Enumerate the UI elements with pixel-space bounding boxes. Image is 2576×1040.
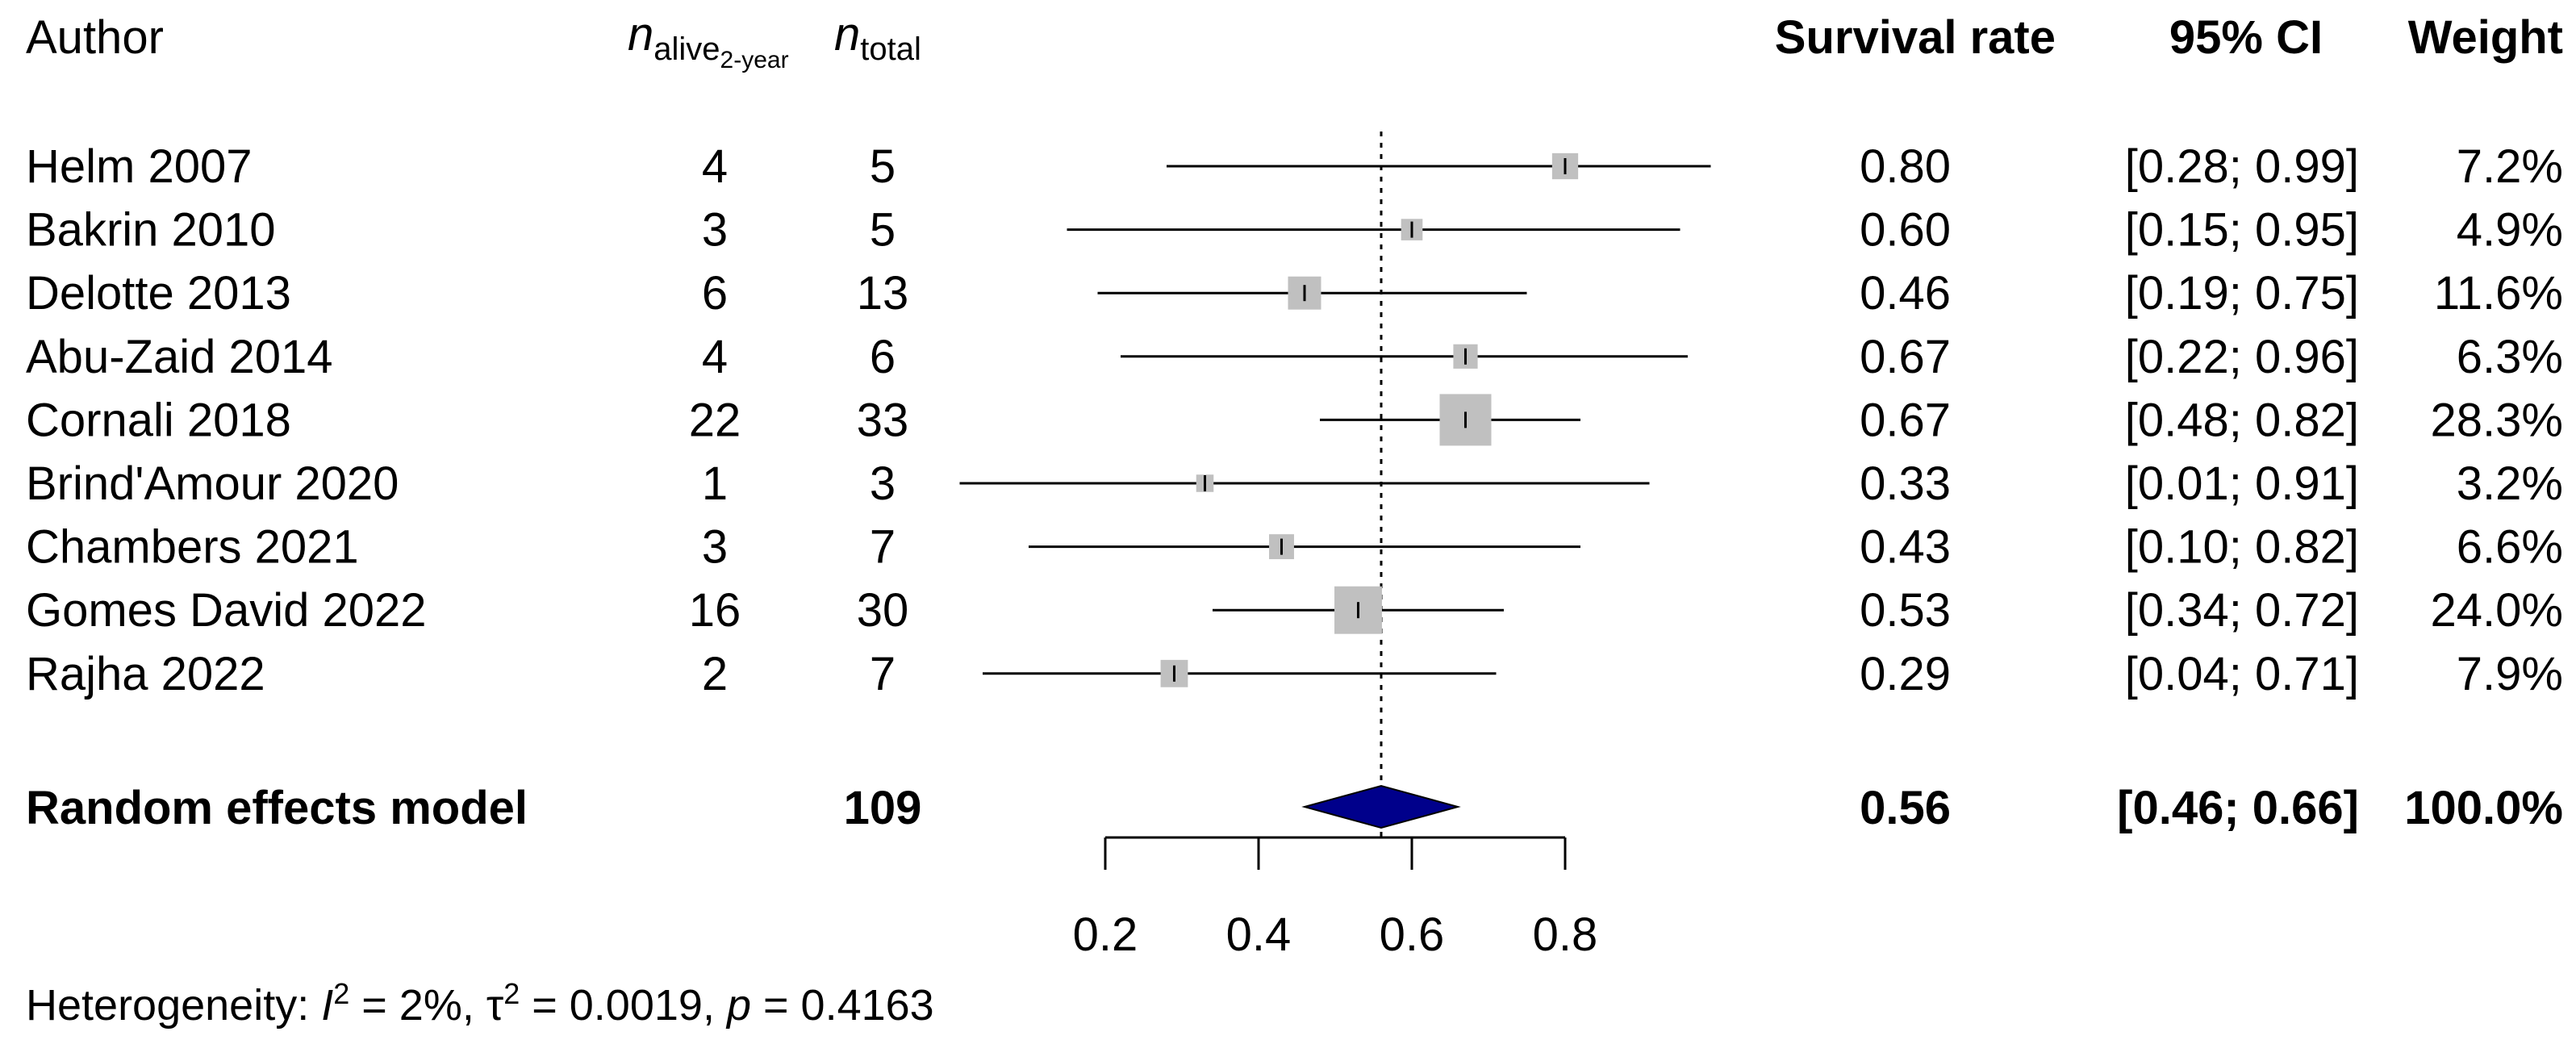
study-ci: [0.01; 0.91] bbox=[2125, 457, 2359, 510]
study-total: 3 bbox=[870, 457, 896, 510]
study-ci: [0.10; 0.82] bbox=[2125, 521, 2359, 574]
heterogeneity-text: Heterogeneity: I2 = 2%, τ2 = 0.0019, p =… bbox=[26, 977, 934, 1030]
study-ci: [0.19; 0.75] bbox=[2125, 267, 2359, 320]
pooled-ci: [0.46; 0.66] bbox=[2117, 782, 2359, 834]
study-row: Abu-Zaid 2014 4 6 0.67 [0.22; 0.96] 6.3% bbox=[26, 331, 2563, 383]
x-tick-label: 0.6 bbox=[1380, 908, 1445, 961]
study-events: 6 bbox=[702, 267, 728, 320]
header-ci: 95% CI bbox=[2169, 11, 2323, 64]
study-weight: 24.0% bbox=[2431, 584, 2563, 637]
study-total: 33 bbox=[857, 394, 909, 446]
study-author: Delotte 2013 bbox=[26, 267, 291, 320]
study-estimate: 0.29 bbox=[1860, 648, 1951, 700]
pooled-row: Random effects model 109 0.56 [0.46; 0.6… bbox=[26, 782, 2563, 834]
study-events: 1 bbox=[702, 457, 728, 510]
pooled-label: Random effects model bbox=[26, 782, 528, 834]
study-estimate: 0.46 bbox=[1860, 267, 1951, 320]
header-events: nalive2-year bbox=[628, 8, 789, 73]
study-estimate: 0.80 bbox=[1860, 140, 1951, 193]
study-total: 7 bbox=[870, 648, 896, 700]
study-total: 5 bbox=[870, 204, 896, 257]
x-axis: 0.2 0.4 0.6 0.8 bbox=[1073, 836, 1598, 961]
study-events: 16 bbox=[689, 584, 741, 637]
study-row: Rajha 2022 2 7 0.29 [0.04; 0.71] 7.9% bbox=[26, 648, 2563, 700]
study-estimate: 0.67 bbox=[1860, 394, 1951, 446]
study-row: Gomes David 2022 16 30 0.53 [0.34; 0.72] 24.0… bbox=[26, 584, 2563, 637]
study-total: 5 bbox=[870, 140, 896, 193]
study-weight: 6.6% bbox=[2457, 521, 2563, 574]
study-estimate: 0.67 bbox=[1860, 331, 1951, 383]
study-weight: 7.9% bbox=[2457, 648, 2563, 700]
study-weight: 6.3% bbox=[2457, 331, 2563, 383]
study-row: Brind'Amour 2020 1 3 0.33 [0.01; 0.91] 3.2% bbox=[26, 457, 2563, 510]
study-weight: 28.3% bbox=[2431, 394, 2563, 446]
study-row: Cornali 2018 22 33 0.67 [0.48; 0.82] 28.3% bbox=[26, 394, 2563, 446]
study-ci: [0.04; 0.71] bbox=[2125, 648, 2359, 700]
study-row: Helm 2007 4 5 0.80 [0.28; 0.99] 7.2% bbox=[26, 140, 2563, 193]
pooled-diamond bbox=[1301, 784, 1461, 829]
study-total: 30 bbox=[857, 584, 909, 637]
study-ci: [0.22; 0.96] bbox=[2125, 331, 2359, 383]
x-tick-label: 0.4 bbox=[1226, 908, 1292, 961]
study-author: Bakrin 2010 bbox=[26, 204, 276, 257]
study-weight: 4.9% bbox=[2457, 204, 2563, 257]
study-events: 2 bbox=[702, 648, 728, 700]
study-estimate: 0.43 bbox=[1860, 521, 1951, 574]
header-estimate: Survival rate bbox=[1775, 11, 2056, 64]
study-events: 22 bbox=[689, 394, 741, 446]
study-events: 3 bbox=[702, 521, 728, 574]
header-author: Author bbox=[26, 11, 164, 64]
header-weight: Weight bbox=[2408, 11, 2563, 64]
study-row: Bakrin 2010 3 5 0.60 [0.15; 0.95] 4.9% bbox=[26, 204, 2563, 257]
x-tick-label: 0.2 bbox=[1073, 908, 1138, 961]
study-row: Delotte 2013 6 13 0.46 [0.19; 0.75] 11.6% bbox=[26, 267, 2563, 320]
study-ci: [0.15; 0.95] bbox=[2125, 204, 2359, 257]
study-author: Abu-Zaid 2014 bbox=[26, 331, 332, 383]
study-author: Rajha 2022 bbox=[26, 648, 265, 700]
study-author: Helm 2007 bbox=[26, 140, 252, 193]
study-author: Chambers 2021 bbox=[26, 521, 359, 574]
study-estimate: 0.53 bbox=[1860, 584, 1951, 637]
study-ci: [0.28; 0.99] bbox=[2125, 140, 2359, 193]
study-events: 4 bbox=[702, 140, 728, 193]
study-estimate: 0.60 bbox=[1860, 204, 1951, 257]
study-estimate: 0.33 bbox=[1860, 457, 1951, 510]
study-total: 7 bbox=[870, 521, 896, 574]
study-weight: 3.2% bbox=[2457, 457, 2563, 510]
header-total: ntotal bbox=[834, 8, 921, 67]
study-total: 6 bbox=[870, 331, 896, 383]
pooled-weight: 100.0% bbox=[2404, 782, 2563, 834]
study-rows: Helm 2007 4 5 0.80 [0.28; 0.99] 7.2% Bakrin 20… bbox=[26, 140, 2563, 700]
study-total: 13 bbox=[857, 267, 909, 320]
study-weight: 7.2% bbox=[2457, 140, 2563, 193]
study-author: Brind'Amour 2020 bbox=[26, 457, 399, 510]
study-events: 3 bbox=[702, 204, 728, 257]
study-ci: [0.48; 0.82] bbox=[2125, 394, 2359, 446]
study-author: Gomes David 2022 bbox=[26, 584, 426, 637]
study-author: Cornali 2018 bbox=[26, 394, 291, 446]
pooled-total: 109 bbox=[844, 782, 922, 834]
pooled-estimate: 0.56 bbox=[1860, 782, 1951, 834]
study-ci: [0.34; 0.72] bbox=[2125, 584, 2359, 637]
x-tick-label: 0.8 bbox=[1533, 908, 1598, 961]
study-row: Chambers 2021 3 7 0.43 [0.10; 0.82] 6.6% bbox=[26, 521, 2563, 574]
study-events: 4 bbox=[702, 331, 728, 383]
study-weight: 11.6% bbox=[2434, 267, 2563, 320]
